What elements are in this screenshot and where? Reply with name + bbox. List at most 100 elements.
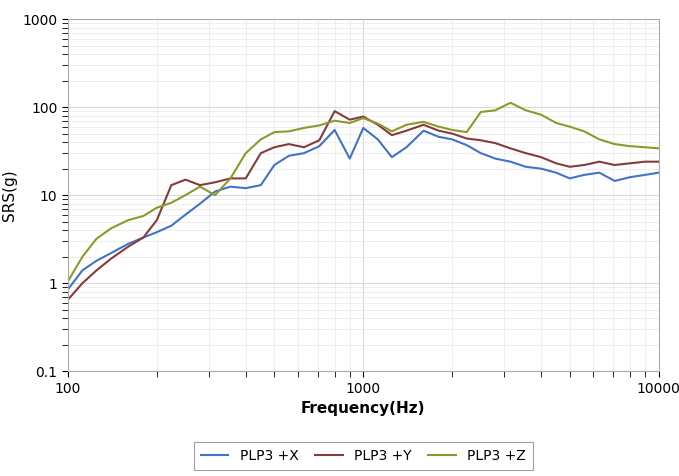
PLP3 +Z (388, 129, 396, 134)
PLP3 +Y (242, 176, 250, 181)
PLP3 +Y (580, 162, 588, 168)
PLP3 +Y (167, 182, 175, 188)
PLP3 +X (64, 287, 72, 292)
PLP3 +Y (78, 280, 86, 286)
PLP3 +X (139, 235, 147, 240)
PLP3 +Z (580, 129, 588, 134)
PLP3 +Z (492, 108, 500, 113)
PLP3 +Z (448, 127, 456, 133)
PLP3 +X (610, 178, 619, 184)
PLP3 +Y (257, 150, 265, 156)
PLP3 +Z (507, 100, 515, 106)
PLP3 +Y (448, 131, 456, 137)
PLP3 +Z (373, 121, 382, 127)
PLP3 +Y (595, 159, 604, 165)
PLP3 +Y (388, 132, 396, 138)
PLP3 +Y (346, 117, 354, 122)
PLP3 +X (331, 127, 339, 133)
PLP3 +X (270, 162, 278, 168)
PLP3 +Z (257, 137, 265, 142)
PLP3 +Z (359, 115, 367, 121)
PLP3 +Z (403, 122, 411, 128)
PLP3 +Z (610, 141, 619, 147)
PLP3 +X (300, 150, 308, 156)
PLP3 +Y (359, 114, 367, 119)
PLP3 +Y (226, 176, 234, 181)
PLP3 +X (124, 241, 132, 247)
PLP3 +Y (492, 140, 500, 146)
PLP3 +X (196, 201, 204, 207)
PLP3 +Y (107, 256, 115, 261)
PLP3 +X (257, 182, 265, 188)
PLP3 +Y (373, 122, 382, 128)
PLP3 +X (655, 170, 663, 176)
PLP3 +X (521, 164, 530, 169)
PLP3 +Z (331, 118, 339, 124)
PLP3 +Z (420, 119, 428, 125)
PLP3 +X (462, 142, 471, 148)
PLP3 +X (403, 144, 411, 150)
PLP3 +Y (403, 128, 411, 134)
PLP3 +Z (595, 137, 604, 142)
PLP3 +Z (153, 205, 161, 210)
PLP3 +Z (300, 125, 308, 131)
PLP3 +Z (226, 176, 234, 181)
PLP3 +Y (285, 141, 293, 147)
PLP3 +Y (124, 244, 132, 249)
PLP3 +X (507, 159, 515, 165)
PLP3 +Y (566, 164, 574, 169)
PLP3 +X (580, 172, 588, 178)
PLP3 +X (626, 174, 634, 180)
PLP3 +Y (315, 138, 323, 143)
PLP3 +Z (655, 146, 663, 151)
PLP3 +Y (196, 182, 204, 188)
PLP3 +X (107, 250, 115, 256)
Legend: PLP3 +X, PLP3 +Y, PLP3 +Z: PLP3 +X, PLP3 +Y, PLP3 +Z (194, 442, 533, 469)
PLP3 +Y (331, 108, 339, 114)
PLP3 +Y (507, 146, 515, 151)
PLP3 +Z (64, 278, 72, 284)
PLP3 +Y (64, 297, 72, 303)
PLP3 +Z (107, 226, 115, 231)
Line: PLP3 +Z: PLP3 +Z (68, 103, 659, 281)
PLP3 +Z (537, 112, 545, 118)
PLP3 +Z (139, 213, 147, 219)
PLP3 +Z (181, 192, 189, 198)
PLP3 +Y (610, 162, 619, 168)
PLP3 +Y (477, 138, 485, 143)
PLP3 +Y (521, 150, 530, 156)
PLP3 +Z (78, 254, 86, 259)
PLP3 +Y (181, 177, 189, 182)
PLP3 +X (226, 184, 234, 189)
PLP3 +X (346, 156, 354, 161)
PLP3 +X (315, 143, 323, 149)
PLP3 +X (552, 170, 560, 176)
PLP3 +X (153, 229, 161, 235)
Y-axis label: SRS(g): SRS(g) (2, 169, 17, 221)
PLP3 +Y (552, 160, 560, 166)
PLP3 +Y (435, 128, 443, 134)
PLP3 +X (92, 258, 100, 264)
PLP3 +Y (211, 179, 219, 185)
PLP3 +X (181, 212, 189, 218)
PLP3 +X (167, 223, 175, 228)
PLP3 +Y (270, 144, 278, 150)
PLP3 +Z (641, 144, 649, 150)
PLP3 +X (537, 166, 545, 171)
PLP3 +Z (346, 120, 354, 126)
PLP3 +Y (92, 268, 100, 273)
PLP3 +Y (462, 136, 471, 141)
PLP3 +Z (167, 200, 175, 206)
PLP3 +Z (566, 124, 574, 129)
PLP3 +X (595, 170, 604, 176)
PLP3 +Z (435, 124, 443, 129)
PLP3 +X (373, 137, 382, 142)
PLP3 +X (78, 268, 86, 273)
PLP3 +Y (153, 218, 161, 223)
Line: PLP3 +X: PLP3 +X (68, 128, 659, 289)
PLP3 +X (448, 137, 456, 142)
PLP3 +Z (477, 109, 485, 115)
PLP3 +X (285, 153, 293, 159)
PLP3 +Z (211, 192, 219, 198)
PLP3 +X (477, 150, 485, 156)
